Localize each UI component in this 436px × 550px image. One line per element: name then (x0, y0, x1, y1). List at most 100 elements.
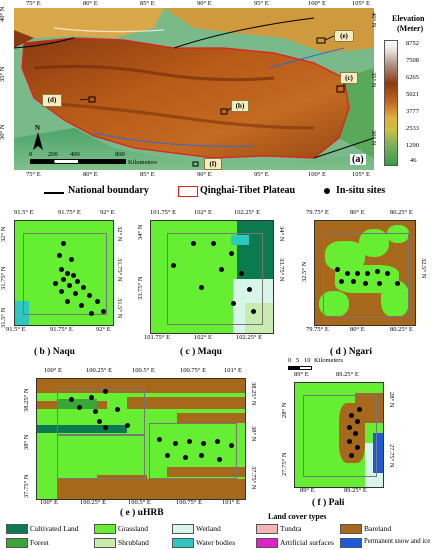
main-lon-bottom-3: 90° E (197, 171, 212, 178)
scale-label-200: 200 (48, 151, 58, 158)
e-top-0: 100° E (44, 367, 62, 374)
site-dot (247, 287, 252, 292)
b-left-0: 32° N (0, 226, 7, 242)
panel-c-map (150, 220, 274, 334)
legend-swatch-water (172, 538, 194, 548)
legend-swatch-shrubland (94, 538, 116, 548)
site-dot (103, 425, 108, 430)
main-lat-right-0: 40° N (370, 12, 377, 28)
scale-bar (30, 159, 126, 164)
legend-label-bareland: Bareland (364, 524, 392, 533)
d-bottom-2: 80.25° E (390, 326, 413, 333)
main-lon-bottom-1: 80° E (83, 171, 98, 178)
e-left-0: 38.25° N (23, 388, 30, 412)
site-dot (95, 299, 100, 304)
f-left-1: 27.75° N (281, 452, 288, 476)
site-dot (65, 271, 70, 276)
main-lon-top-4: 95° E (254, 0, 269, 7)
panel-label-a: (a) (350, 154, 366, 165)
panel-e-caption: ( e ) uHRB (120, 508, 164, 518)
e-right-0: 38.25° N (250, 382, 257, 406)
e-top-4: 101° E (224, 367, 242, 374)
d-left-0: 32.5° N (301, 261, 308, 282)
scale-unit: Kilometers (128, 159, 157, 166)
site-dot (199, 453, 204, 458)
e-right-1: 38° N (250, 426, 257, 442)
b-top-0: 91.5° E (14, 209, 34, 216)
c-left-0: 34° N (137, 224, 144, 240)
site-dot (115, 407, 120, 412)
f-left-0: 28° N (281, 402, 288, 418)
main-lon-top-1: 80° E (83, 0, 98, 7)
legend-label-cultivated: Cultivated Land (30, 524, 79, 533)
site-dot (157, 437, 162, 442)
f-bottom-0: 89° E (300, 487, 315, 494)
site-dot (365, 271, 370, 276)
c-bottom-1: 102° E (194, 334, 212, 341)
panel-d-caption: ( d ) Ngari (330, 347, 372, 357)
site-dot (191, 241, 196, 246)
e-top-2: 100.5° E (132, 367, 155, 374)
d-right-0: 32.5° N (420, 258, 427, 279)
d-top-0: 79.75° E (306, 209, 329, 216)
scale-label-800: 800 (115, 151, 125, 158)
elevation-value-1: 7508 (406, 57, 419, 64)
elevation-map (14, 8, 374, 170)
legend-label-tundra: Tundra (280, 524, 302, 533)
legend-national-boundary: National boundary (68, 185, 149, 196)
panel-f-map (294, 382, 384, 488)
legend-label-shrubland: Shrubland (118, 538, 149, 547)
site-label-d: (d) (42, 94, 62, 107)
panel-e-map (36, 378, 246, 500)
f-right-1: 27.75° N (388, 444, 395, 468)
main-lon-bottom-6: 105° E (352, 171, 370, 178)
site-dot (69, 397, 74, 402)
elevation-value-2: 6265 (406, 74, 419, 81)
legend-sites: In-situ sites (336, 185, 386, 196)
site-dot (69, 257, 74, 262)
c-right-0: 34° N (278, 226, 285, 242)
site-dot (215, 439, 220, 444)
legend-national-boundary-line (44, 192, 64, 194)
site-dot (251, 309, 256, 314)
site-dot (339, 279, 344, 284)
legend-swatch-wetland (172, 524, 194, 534)
north-label: N (35, 124, 41, 132)
main-lon-bottom-2: 85° E (140, 171, 155, 178)
e-bottom-3: 100.75° E (176, 499, 203, 506)
site-dot (73, 291, 78, 296)
c-right-1: 33.75° N (278, 258, 285, 282)
site-dot (355, 445, 360, 450)
panel-b-map (14, 220, 114, 326)
legend-plateau: Qinghai-Tibet Plateau (200, 185, 296, 196)
site-dot (377, 281, 382, 286)
site-dot (183, 455, 188, 460)
b-bottom-2: 92° E (96, 326, 111, 333)
e-bottom-0: 100° E (40, 499, 58, 506)
b-top-1: 91.75° E (58, 209, 81, 216)
c-bottom-2: 102.25° E (236, 334, 263, 341)
elevation-value-7: 46 (410, 157, 417, 164)
e-bottom-2: 100.5° E (128, 499, 151, 506)
elevation-value-3: 5021 (406, 91, 419, 98)
legend-label-snow: Permanent snow and ice (364, 538, 431, 545)
site-dot (349, 453, 354, 458)
elevation-title: Elevation (392, 14, 425, 23)
site-dot (353, 431, 358, 436)
site-dot (201, 441, 206, 446)
legend-site-dot (324, 188, 330, 194)
site-dot (67, 283, 72, 288)
scale-label-400: 400 (70, 151, 80, 158)
site-dot (239, 271, 244, 276)
legend-label-wetland: Wetland (196, 524, 221, 533)
main-lon-top-0: 75° E (26, 0, 41, 7)
site-dot (347, 425, 352, 430)
f-right-0: 28° N (388, 392, 395, 408)
site-label-b: (b) (231, 100, 249, 112)
site-dot (77, 405, 82, 410)
b-left-1: 31.75° N (0, 266, 7, 290)
land-cover-title: Land cover types (268, 512, 327, 521)
main-lon-top-2: 85° E (140, 0, 155, 7)
site-dot (101, 309, 106, 314)
d-top-1: 80° E (350, 209, 365, 216)
